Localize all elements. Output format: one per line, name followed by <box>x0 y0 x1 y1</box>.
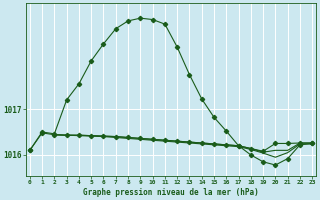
X-axis label: Graphe pression niveau de la mer (hPa): Graphe pression niveau de la mer (hPa) <box>83 188 259 197</box>
